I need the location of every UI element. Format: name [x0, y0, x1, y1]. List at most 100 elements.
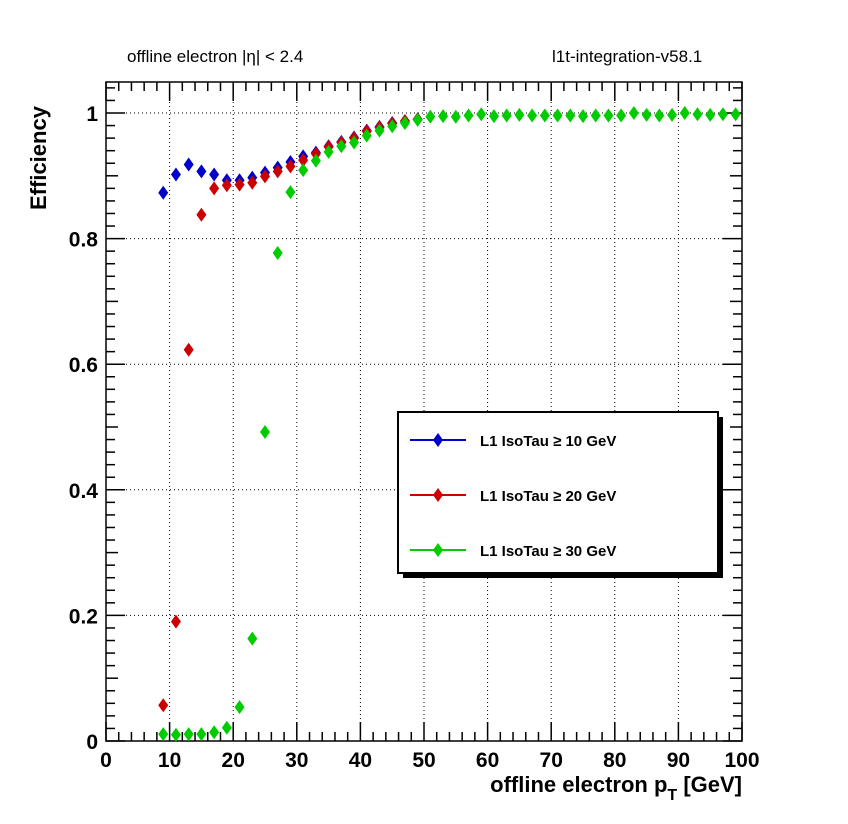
data-point [361, 128, 372, 143]
x-tick-label: 30 [285, 749, 308, 772]
data-point [527, 108, 538, 123]
data-point [209, 181, 220, 196]
data-point [221, 178, 232, 193]
data-point [679, 106, 690, 120]
data-point [196, 164, 207, 179]
data-point [183, 157, 194, 172]
data-point [260, 169, 270, 184]
data-point [158, 185, 169, 200]
legend-label: L1 IsoTau ≥ 10 GeV [480, 433, 616, 450]
data-point [654, 108, 665, 123]
data-point [438, 109, 449, 124]
y-tick-label: 1 [86, 103, 98, 126]
data-point [336, 139, 347, 154]
data-point [349, 135, 360, 150]
data-point [285, 159, 296, 174]
x-tick-label: 20 [222, 749, 245, 772]
data-point [641, 107, 652, 122]
y-tick-label: 0.8 [69, 229, 99, 252]
series-3 [158, 106, 741, 742]
data-point [552, 108, 563, 123]
data-point [628, 106, 639, 120]
data-point [323, 144, 334, 159]
x-tick-label: 40 [349, 749, 372, 772]
header-left-label: offline electron |η| < 2.4 [127, 47, 304, 66]
data-point [298, 163, 309, 178]
data-point [183, 342, 194, 357]
data-point [590, 108, 601, 123]
data-point [170, 727, 181, 742]
x-tick-label: 100 [724, 749, 759, 772]
data-point [170, 167, 181, 182]
y-axis-title: Efficiency [26, 105, 51, 210]
x-tick-label: 50 [412, 749, 435, 772]
legend: L1 IsoTau ≥ 10 GeV L1 IsoTau ≥ 20 GeV L1 I… [397, 411, 723, 578]
data-point [209, 167, 220, 182]
data-point [488, 109, 499, 124]
data-point [285, 185, 296, 200]
data-point [603, 108, 614, 123]
data-point [272, 164, 283, 179]
data-point [298, 153, 309, 168]
data-point [158, 727, 169, 742]
x-tick-label: 10 [158, 749, 181, 772]
x-axis-title: offline electron pT [GeV] [490, 772, 742, 804]
data-point [692, 107, 703, 122]
x-tick-label: 80 [603, 749, 626, 772]
data-point [260, 425, 270, 440]
data-point [412, 112, 423, 127]
header-right-label: l1t-integration-v58.1 [552, 47, 703, 66]
data-point [565, 108, 576, 123]
y-tick-label: 0.6 [69, 354, 98, 377]
legend-label: L1 IsoTau ≥ 20 GeV [480, 488, 616, 505]
legend-label: L1 IsoTau ≥ 30 GeV [480, 543, 616, 560]
data-point [667, 107, 678, 122]
data-point [425, 109, 436, 124]
data-points [158, 106, 741, 742]
data-point [514, 107, 525, 122]
data-point [196, 207, 207, 222]
y-tick-label: 0 [86, 731, 98, 754]
tick-labels: 0 10 20 30 40 50 60 70 80 90 100 0 0.2 0.4 0.6 0.8 1 [69, 103, 760, 772]
legend-box [397, 411, 719, 574]
data-point [476, 107, 487, 122]
x-tick-label: 90 [667, 749, 690, 772]
data-point [247, 631, 258, 646]
data-point [247, 175, 258, 190]
data-point [501, 108, 512, 123]
axis-ticks [105, 82, 743, 742]
x-axis-title-main: offline electron p [490, 772, 667, 797]
data-point [387, 119, 398, 134]
data-point [158, 698, 169, 713]
data-point [399, 116, 410, 131]
data-point [705, 107, 716, 122]
data-point [170, 614, 181, 629]
data-point [374, 123, 385, 138]
legend-marker [433, 543, 443, 557]
x-axis-title-unit: [GeV] [677, 772, 742, 797]
data-point [717, 107, 728, 122]
x-axis-title-sub: T [667, 787, 677, 804]
data-point [578, 109, 588, 124]
y-tick-label: 0.4 [69, 480, 99, 503]
x-tick-label: 0 [100, 749, 112, 772]
data-point [539, 108, 550, 123]
data-point [183, 727, 194, 742]
data-point [616, 108, 627, 123]
data-point [209, 725, 220, 740]
series-2 [158, 112, 423, 713]
data-point [234, 177, 245, 192]
data-point [463, 108, 474, 123]
data-point [272, 246, 283, 261]
data-point [450, 109, 461, 124]
data-point [310, 153, 321, 168]
legend-marker [433, 488, 443, 502]
x-tick-label: 70 [540, 749, 563, 772]
x-tick-label: 60 [476, 749, 499, 772]
data-point [730, 107, 741, 122]
data-point [196, 727, 207, 742]
legend-marker [433, 433, 443, 447]
data-point [234, 700, 245, 715]
data-point [221, 720, 232, 735]
